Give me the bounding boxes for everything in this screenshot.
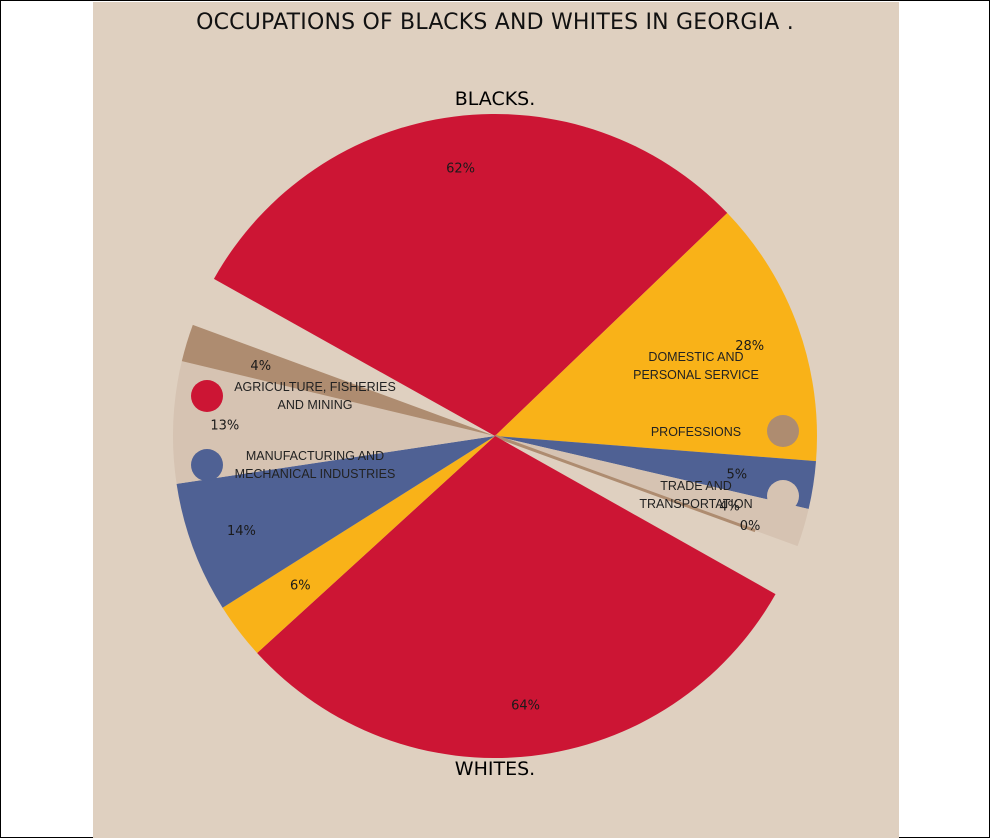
legend-label-trade-line1: TRADE AND [660, 479, 732, 493]
whites-pie-label-manufacturing: 14% [227, 524, 256, 539]
legend-swatch-trade [767, 480, 799, 512]
legend-label-domestic-line2: PERSONAL SERVICE [633, 368, 759, 382]
whites-pie-label-agriculture: 64% [511, 699, 540, 714]
legend-swatch-manufacturing [191, 449, 223, 481]
legend-swatch-domestic [767, 349, 799, 381]
legend-label-domestic-line1: DOMESTIC AND [648, 350, 744, 364]
whites-pie-slice-agriculture [257, 436, 776, 758]
blacks-pie-label-domestic: 28% [735, 339, 764, 354]
legend-label-agriculture-line1: AGRICULTURE, FISHERIES [234, 380, 396, 394]
blacks-pie-slice-domestic [495, 212, 817, 462]
whites-pie-slice-domestic [222, 436, 495, 654]
blacks-pie-slice-agriculture [213, 113, 728, 436]
legend-label-manufacturing: MANUFACTURING AND MECHANICAL INDUSTRIES [222, 447, 408, 483]
blacks-pie-slice-manufacturing [495, 436, 817, 509]
whites-pie-slice-trade [173, 361, 495, 484]
blacks-pie-label-manufacturing: 5% [727, 467, 748, 482]
legend-label-domestic: DOMESTIC AND PERSONAL SERVICE [622, 348, 770, 384]
legend-label-professions: PROFESSIONS [622, 423, 770, 441]
legend-label-trade-line2: TRANSPORTATION [639, 497, 753, 511]
legend-label-agriculture: AGRICULTURE, FISHERIES AND MINING [222, 378, 408, 414]
blacks-pie-label: BLACKS. [454, 88, 536, 110]
legend-label-professions-line1: PROFESSIONS [650, 425, 742, 439]
blacks-pie-label-agriculture: 62% [446, 162, 475, 177]
blacks-pie-slice-professions [494, 434, 756, 533]
legend-label-agriculture-line2: AND MINING [277, 398, 353, 412]
whites-pie-slice-manufacturing [176, 436, 495, 608]
blacks-pie-label-trade: 4% [719, 500, 740, 515]
legend-label-manufacturing-line1: MANUFACTURING AND [245, 449, 385, 463]
whites-pie-label-domestic: 6% [290, 578, 311, 593]
whites-pie-label-professions: 4% [250, 359, 271, 374]
blacks-pie-label-professions: 0% [740, 519, 761, 534]
whites-pie: 64% 6% 14% 13% 4% [173, 324, 776, 758]
whites-pie-label: WHITES. [454, 758, 536, 780]
whites-pie-label-trade: 13% [210, 418, 239, 433]
legend-label-trade: TRADE AND TRANSPORTATION [622, 477, 770, 513]
legend-swatch-professions [767, 415, 799, 447]
blacks-pie: 62%28%5%4%0% [213, 113, 817, 547]
legend-label-manufacturing-line2: MECHANICAL INDUSTRIES [234, 467, 396, 481]
chart-title: OCCUPATIONS OF BLACKS AND WHITES IN GEOR… [196, 10, 794, 35]
legend-swatch-agriculture [191, 380, 223, 412]
whites-pie-slice-professions [181, 324, 495, 436]
